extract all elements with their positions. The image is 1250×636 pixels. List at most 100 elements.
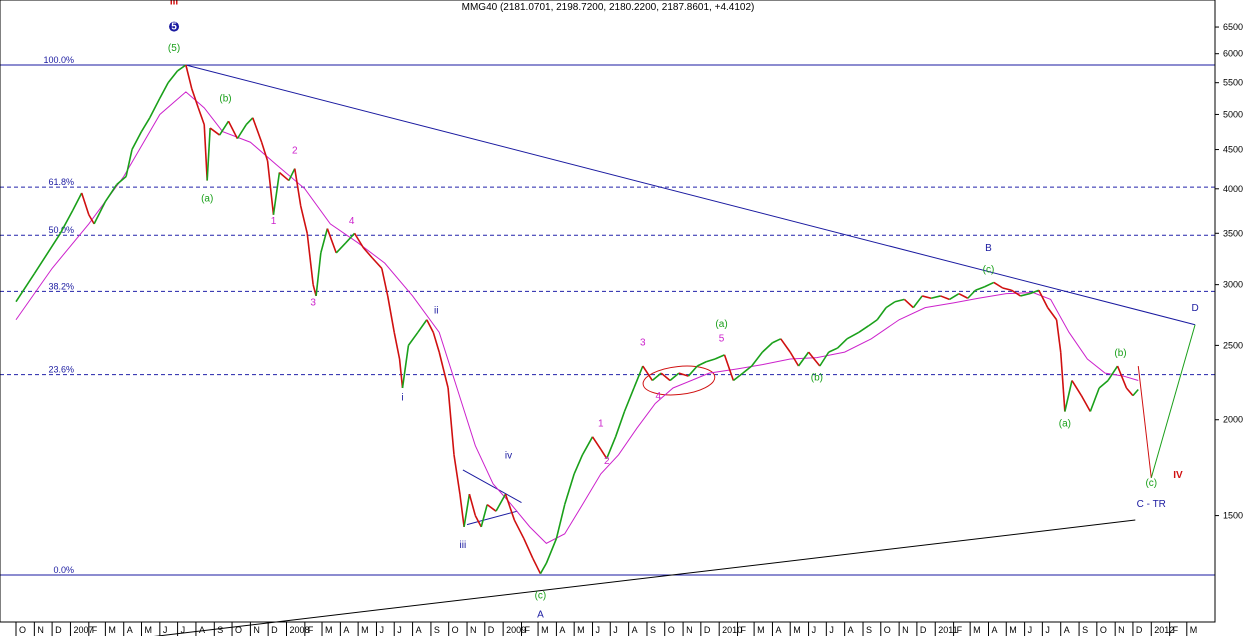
price-segment <box>185 64 193 90</box>
x-tick-label: F <box>741 625 747 635</box>
price-segment <box>1011 289 1021 297</box>
price-segment <box>846 331 860 340</box>
price-segment <box>967 289 977 299</box>
wave-label: 1 <box>271 216 277 227</box>
price-segment <box>459 493 465 527</box>
price-segment <box>581 436 594 456</box>
x-tick-label: M <box>325 625 333 635</box>
price-segment <box>633 365 644 389</box>
x-tick-label: M <box>793 625 801 635</box>
x-tick-label: F <box>957 625 963 635</box>
price-segment <box>885 301 896 309</box>
x-tick-label: D <box>488 625 495 635</box>
price-segment <box>949 292 960 301</box>
x-tick-label: M <box>577 625 585 635</box>
price-segment <box>432 332 440 353</box>
wave-label: 3 <box>640 337 646 348</box>
x-tick-label: J <box>181 625 186 635</box>
x-tick-label: F <box>92 625 98 635</box>
wave-label: (c) <box>535 590 547 601</box>
x-tick-label: S <box>650 625 656 635</box>
trendline-wedge-lower <box>466 510 518 526</box>
price-segment <box>1107 365 1119 381</box>
x-tick-label: A <box>1064 625 1070 635</box>
x-tick-label: F <box>1173 625 1179 635</box>
price-segment <box>912 295 923 309</box>
y-tick-label: 4500 <box>1223 145 1243 155</box>
x-tick-label: N <box>37 625 44 635</box>
x-tick-label: O <box>668 625 675 635</box>
price-segment <box>72 192 83 211</box>
price-segment <box>59 209 74 234</box>
moving-average-line <box>15 91 1139 544</box>
price-segment <box>876 307 887 321</box>
price-segment <box>438 351 449 389</box>
y-tick-label: 5000 <box>1223 109 1243 119</box>
price-segment <box>227 120 239 139</box>
x-tick-label: S <box>434 625 440 635</box>
price-segment <box>381 268 389 297</box>
y-tick-label: 1500 <box>1223 511 1243 521</box>
price-segment <box>252 117 263 143</box>
y-tick-label: 6000 <box>1223 49 1243 59</box>
wave-label: 4 <box>349 216 355 227</box>
price-segment <box>837 338 848 349</box>
x-tick-label: N <box>1118 625 1125 635</box>
wave-label: A <box>537 609 544 620</box>
price-segment <box>714 354 725 360</box>
price-segment <box>772 338 782 344</box>
x-tick-label: 2012 <box>1154 625 1174 635</box>
x-tick-label: A <box>632 625 638 635</box>
x-tick-label: A <box>343 625 349 635</box>
x-tick-label: M <box>757 625 765 635</box>
wave-label: 5 <box>719 333 725 344</box>
price-segment <box>828 347 838 353</box>
price-segment <box>930 295 941 300</box>
price-segment <box>723 354 735 381</box>
y-tick-label: 3000 <box>1223 280 1243 290</box>
price-segment <box>797 351 810 367</box>
price-segment <box>669 372 680 382</box>
price-segment <box>532 557 542 575</box>
x-tick-label: O <box>235 625 242 635</box>
price-segment <box>315 252 322 297</box>
price-segment <box>523 538 534 559</box>
price-segment <box>780 338 791 353</box>
wave-label: D <box>1191 303 1198 314</box>
x-tick-label: N <box>470 625 477 635</box>
price-segment <box>159 82 169 99</box>
price-segment <box>660 372 671 382</box>
y-tick-label: 2000 <box>1223 415 1243 425</box>
price-segment <box>903 298 914 309</box>
wave-label: ii <box>434 306 438 317</box>
wave-label: (b) <box>219 93 231 104</box>
x-tick-label: D <box>920 625 927 635</box>
x-tick-label: J <box>613 625 618 635</box>
price-segment <box>453 454 461 495</box>
price-segment <box>209 127 221 136</box>
price-segment <box>272 172 281 215</box>
x-tick-label: S <box>217 625 223 635</box>
price-segment <box>1059 352 1066 412</box>
price-segment <box>922 295 932 300</box>
x-tick-label: F <box>308 625 314 635</box>
price-segment <box>218 120 230 136</box>
price-segment <box>1125 387 1134 397</box>
price-segment <box>605 436 617 459</box>
price-segment <box>401 345 410 389</box>
price-segment <box>696 361 707 367</box>
x-tick-label: D <box>1136 625 1143 635</box>
price-segment <box>236 124 247 140</box>
x-tick-label: J <box>596 625 601 635</box>
wave-label: 2 <box>604 456 610 467</box>
trendline-upper-resistance <box>185 64 1196 326</box>
price-segment <box>393 332 401 360</box>
price-segment <box>417 319 428 333</box>
wave-label: IV <box>1173 470 1183 481</box>
price-segment <box>1116 365 1128 389</box>
price-segment <box>125 149 133 177</box>
price-segment <box>260 141 269 162</box>
fib-level-label: 61.8% <box>48 177 74 187</box>
price-segment <box>732 372 744 382</box>
